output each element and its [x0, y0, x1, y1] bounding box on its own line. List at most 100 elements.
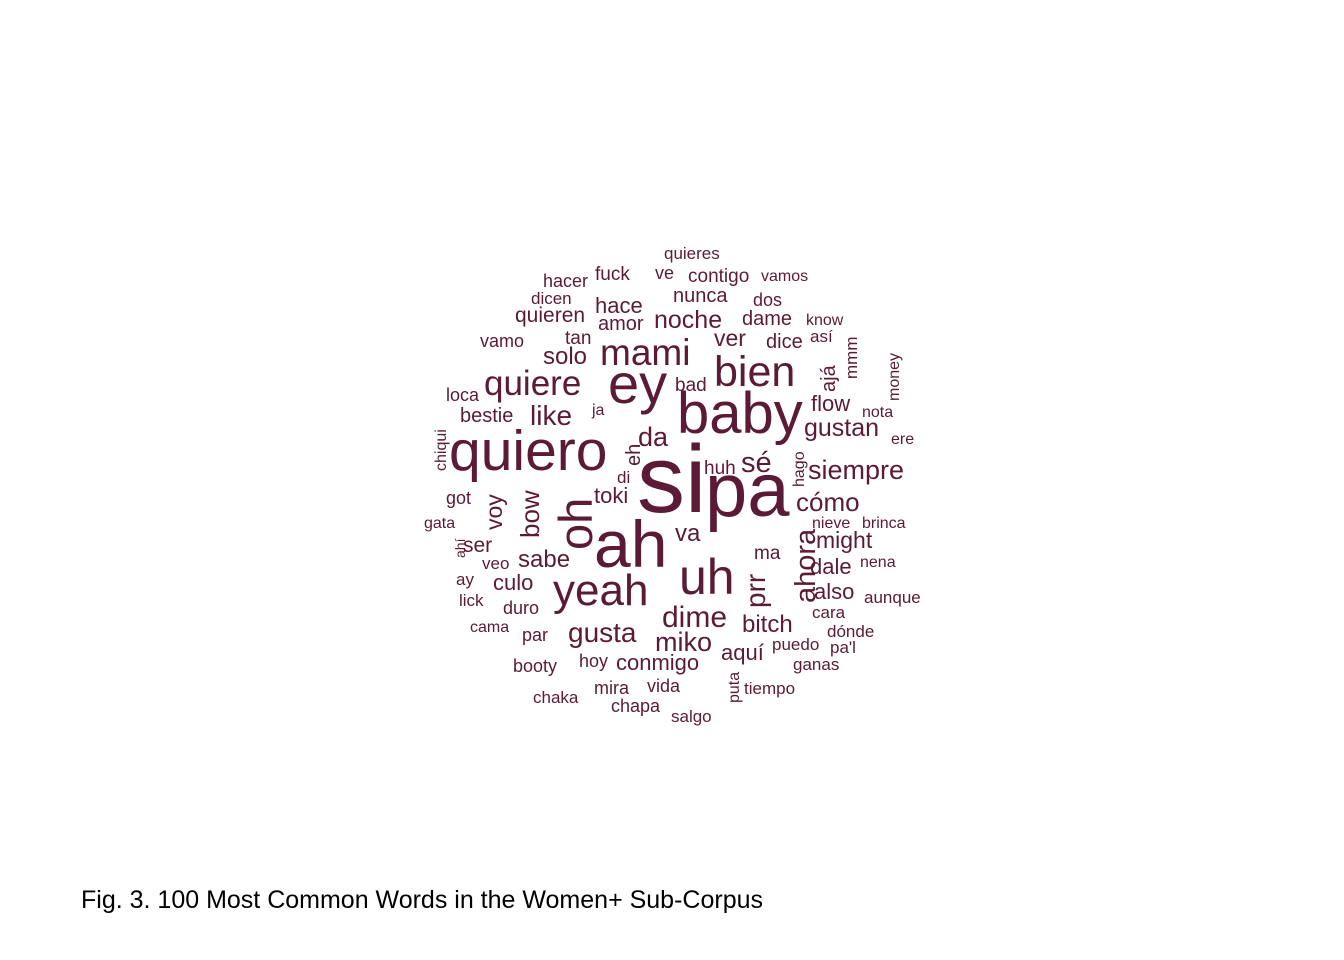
cloud-word: ve [655, 263, 674, 283]
cloud-word: eh [623, 444, 645, 466]
cloud-word: nena [860, 554, 896, 571]
cloud-word: da [638, 422, 669, 452]
cloud-word: ja [591, 402, 605, 419]
cloud-word: oh [549, 498, 602, 550]
figure-caption: Fig. 3. 100 Most Common Words in the Wom… [81, 886, 764, 914]
cloud-word: hacer [543, 271, 588, 291]
cloud-word: lick [459, 591, 484, 610]
cloud-word: ere [891, 431, 914, 448]
cloud-word: hoy [579, 651, 608, 671]
cloud-word: quieres [664, 244, 720, 263]
cloud-word: conmigo [616, 650, 699, 675]
cloud-word: dame [742, 308, 792, 330]
cloud-word: ganas [793, 655, 839, 674]
cloud-word: sabe [518, 546, 570, 573]
cloud-word: bitch [742, 611, 793, 638]
cloud-word: nota [862, 404, 893, 421]
cloud-word: brinca [862, 515, 906, 532]
cloud-word: bad [675, 375, 707, 396]
cloud-word: salgo [671, 707, 712, 726]
cloud-word: toki [594, 483, 628, 508]
cloud-word: di [617, 468, 630, 487]
cloud-word: cama [470, 619, 509, 636]
cloud-word: hace [595, 293, 643, 318]
cloud-word: miko [655, 627, 712, 657]
cloud-word: like [530, 400, 572, 431]
cloud-word: know [806, 312, 844, 329]
cloud-word: vamos [761, 268, 808, 285]
cloud-word: ah [594, 507, 667, 581]
cloud-word: aunque [864, 588, 921, 607]
cloud-word: huh [704, 458, 736, 479]
cloud-word: sé [741, 447, 772, 479]
cloud-word: gata [424, 515, 455, 532]
cloud-word: nieve [812, 515, 850, 532]
cloud-word: fuck [595, 264, 630, 285]
cloud-word: bestie [460, 405, 513, 427]
cloud-word: mmm [842, 337, 861, 379]
cloud-word: contigo [688, 266, 749, 287]
cloud-word: chiqui [433, 429, 450, 471]
cloud-word: si [637, 426, 706, 533]
cloud-word: vamo [480, 331, 524, 351]
cloud-word: puta [726, 672, 743, 703]
cloud-word: ahora [790, 528, 822, 603]
cloud-word: chaka [533, 688, 579, 707]
cloud-word: dicen [531, 289, 572, 308]
cloud-word: yeah [553, 566, 648, 615]
cloud-word: bien [714, 348, 795, 396]
cloud-word: cómo [796, 487, 860, 517]
cloud-word: culo [493, 570, 533, 595]
cloud-word: dice [766, 331, 803, 353]
cloud-word: vida [647, 676, 681, 696]
cloud-word: ahí [452, 538, 468, 558]
cloud-word: booty [513, 656, 557, 676]
cloud-word: also [814, 579, 854, 604]
cloud-word: got [446, 488, 471, 508]
cloud-word: cara [812, 603, 846, 622]
cloud-word: flow [811, 391, 850, 416]
cloud-word: aquí [721, 640, 764, 665]
cloud-word: money [886, 353, 903, 401]
cloud-word: puedo [772, 635, 819, 654]
cloud-word: ey [608, 352, 667, 415]
cloud-word: ay [456, 570, 474, 589]
cloud-word: bow [515, 490, 545, 538]
cloud-word: nunca [673, 285, 728, 307]
cloud-word: noche [654, 306, 722, 334]
cloud-word: baby [677, 381, 803, 446]
cloud-word: loca [446, 385, 480, 405]
cloud-word: solo [543, 343, 587, 370]
cloud-word: hago [791, 451, 808, 487]
cloud-word: ser [463, 534, 492, 557]
cloud-word: pa [705, 448, 790, 533]
cloud-word: mira [594, 678, 630, 698]
cloud-word: dime [662, 601, 727, 634]
cloud-word: tiempo [744, 679, 795, 698]
cloud-word: tan [565, 328, 591, 349]
cloud-word: ver [714, 325, 746, 351]
cloud-word: dónde [827, 622, 874, 641]
cloud-word: voy [481, 494, 507, 530]
cloud-word: quieren [515, 304, 585, 327]
cloud-word: mami [600, 332, 690, 373]
cloud-word: gusta [568, 617, 637, 648]
cloud-word: dos [753, 290, 782, 310]
cloud-word: amor [598, 313, 644, 335]
cloud-word: siempre [808, 455, 904, 485]
cloud-word: ma [754, 543, 781, 564]
cloud-word: duro [503, 598, 539, 618]
cloud-word: quiere [484, 364, 581, 403]
cloud-word: prr [740, 574, 771, 608]
cloud-word: chapa [611, 696, 661, 716]
cloud-word: ajá [818, 364, 840, 392]
cloud-word: dale [810, 554, 852, 579]
cloud-word: veo [482, 554, 509, 573]
cloud-word: pa'l [830, 638, 856, 657]
cloud-word: va [675, 520, 701, 547]
cloud-word: gustan [804, 414, 879, 442]
cloud-word: par [522, 625, 548, 645]
cloud-word: uh [679, 549, 735, 605]
cloud-word: might [816, 527, 873, 553]
